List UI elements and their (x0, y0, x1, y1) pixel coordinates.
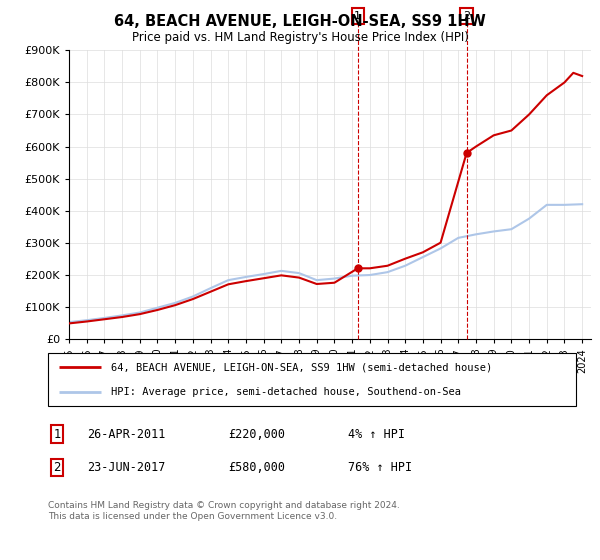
Text: 26-APR-2011: 26-APR-2011 (87, 427, 166, 441)
Text: 2: 2 (463, 11, 470, 21)
Text: HPI: Average price, semi-detached house, Southend-on-Sea: HPI: Average price, semi-detached house,… (112, 386, 461, 396)
Text: 23-JUN-2017: 23-JUN-2017 (87, 461, 166, 474)
Text: 1: 1 (53, 427, 61, 441)
Text: £220,000: £220,000 (228, 427, 285, 441)
Text: 64, BEACH AVENUE, LEIGH-ON-SEA, SS9 1HW: 64, BEACH AVENUE, LEIGH-ON-SEA, SS9 1HW (114, 14, 486, 29)
Text: 4% ↑ HPI: 4% ↑ HPI (348, 427, 405, 441)
Text: £580,000: £580,000 (228, 461, 285, 474)
Text: Price paid vs. HM Land Registry's House Price Index (HPI): Price paid vs. HM Land Registry's House … (131, 31, 469, 44)
Text: Contains HM Land Registry data © Crown copyright and database right 2024.
This d: Contains HM Land Registry data © Crown c… (48, 501, 400, 521)
Text: 76% ↑ HPI: 76% ↑ HPI (348, 461, 412, 474)
FancyBboxPatch shape (48, 353, 576, 406)
Text: 2: 2 (53, 461, 61, 474)
Text: 1: 1 (354, 11, 361, 21)
Text: 64, BEACH AVENUE, LEIGH-ON-SEA, SS9 1HW (semi-detached house): 64, BEACH AVENUE, LEIGH-ON-SEA, SS9 1HW … (112, 362, 493, 372)
